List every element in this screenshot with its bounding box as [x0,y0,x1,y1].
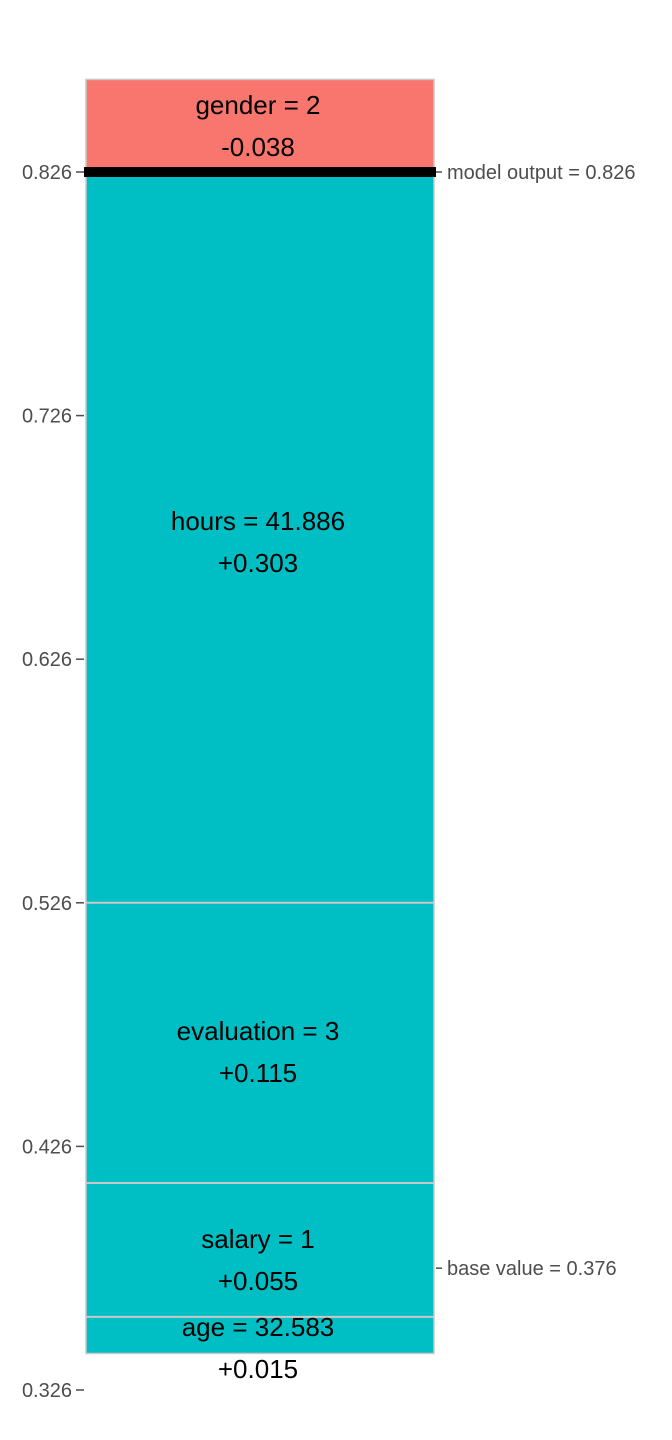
segment-contribution-label-hours: +0.303 [218,548,298,578]
bar-outline [85,78,435,1355]
segment-dividers [86,901,434,1318]
y-tick-label: 0.626 [22,649,72,671]
segment-feature-label-evaluation: evaluation = 3 [177,1016,340,1046]
bar-segment-salary [86,1182,434,1317]
bar-segment-hours [86,164,434,903]
y-tick-label: 0.326 [22,1380,72,1402]
y-axis: 0.326 0.426 0.526 0.626 0.726 0.826 [22,162,84,1402]
segment-contribution-label-gender: -0.038 [221,132,295,162]
segment-feature-label-age: age = 32.583 [182,1312,335,1342]
segment-feature-label-hours: hours = 41.886 [171,506,345,536]
base-value-label: base value = 0.376 [447,1258,617,1280]
segment-feature-label-salary: salary = 1 [201,1224,314,1254]
bar-segment-age [86,1316,434,1354]
y-tick-label: 0.426 [22,1136,72,1158]
segment-contribution-label-salary: +0.055 [218,1266,298,1296]
y-tick-label: 0.726 [22,406,72,428]
segment-contribution-label-evaluation: +0.115 [219,1058,297,1088]
segment-labels: age = 32.583 +0.015 salary = 1 +0.055 evalua… [171,90,345,1384]
y-tick-label: 0.826 [22,162,72,184]
segment-feature-label-gender: gender = 2 [195,90,320,120]
y-tick-label: 0.526 [22,893,72,915]
segment-contribution-label-age: +0.015 [218,1354,298,1384]
contribution-bars [86,79,434,1354]
model-output-label: model output = 0.826 [447,162,635,184]
bar-segment-gender [86,79,434,172]
bar-segment-evaluation [86,902,434,1183]
